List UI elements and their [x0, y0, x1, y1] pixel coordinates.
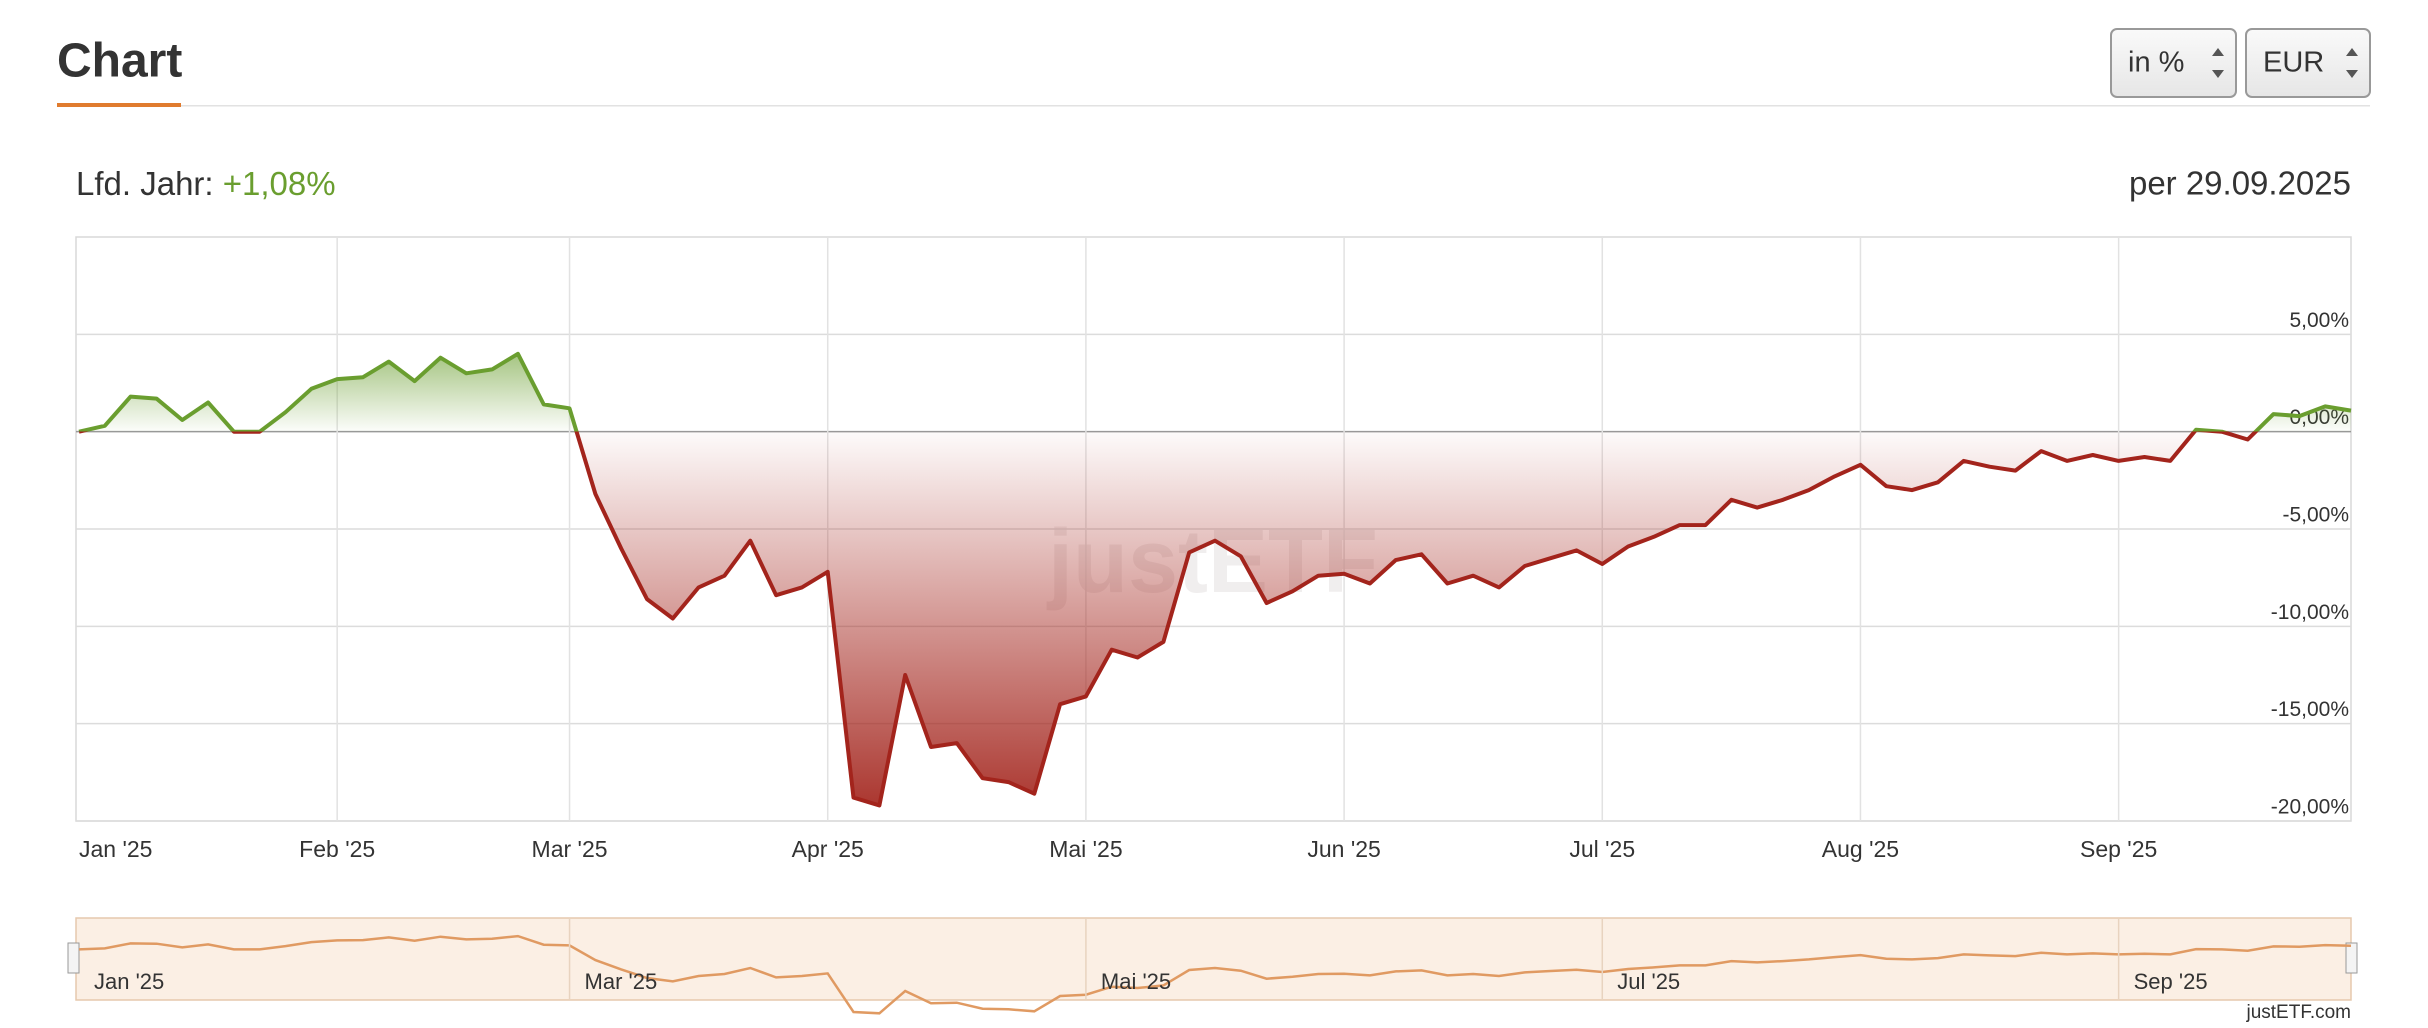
x-tick-label: Mar '25 [532, 836, 608, 862]
navigator-label: Mai '25 [1101, 969, 1171, 994]
x-tick-label: Feb '25 [299, 836, 375, 862]
navigator-handle[interactable] [67, 942, 80, 974]
select-value[interactable]: in % [2128, 47, 2184, 79]
area-positive [79, 353, 2351, 432]
x-tick-label: Jun '25 [1307, 836, 1380, 862]
ytd-label-text: Lfd. Jahr: [76, 165, 214, 202]
header-rule [181, 105, 2370, 107]
section-title: Chart [57, 35, 182, 88]
x-tick-label: Apr '25 [792, 836, 864, 862]
y-tick-label: -20,00% [2271, 796, 2349, 819]
y-tick-label: 5,00% [2289, 309, 2349, 332]
performance-line [78, 351, 2352, 808]
y-tick-label: -10,00% [2271, 601, 2349, 624]
navigator[interactable] [75, 917, 2352, 1001]
select-arrows [2212, 48, 2224, 78]
select-value[interactable]: EUR [2263, 47, 2324, 79]
ytd-label: Lfd. Jahr: +1,08% [76, 165, 336, 202]
y-tick-label: -5,00% [2282, 504, 2349, 527]
x-tick-label: Aug '25 [1822, 836, 1899, 862]
unit-select[interactable]: in % [2110, 28, 2237, 98]
title-underline [57, 103, 181, 107]
x-tick-label: Mai '25 [1049, 836, 1122, 862]
x-tick-label: Jan '25 [79, 836, 152, 862]
x-tick-label: Sep '25 [2080, 836, 2157, 862]
navigator-label: Sep '25 [2134, 969, 2208, 994]
select-arrows [2346, 48, 2358, 78]
navigator-label: Jul '25 [1617, 969, 1680, 994]
credit: justETF.com [2245, 1002, 2351, 1023]
select-box[interactable] [2110, 28, 2237, 98]
x-tick-label: Jul '25 [1569, 836, 1635, 862]
navigator-line [78, 934, 2352, 1015]
area-negative [79, 431, 2351, 806]
navigator-label: Jan '25 [94, 969, 164, 994]
ytd-value: +1,08% [223, 165, 336, 202]
currency-select[interactable]: EUR [2245, 28, 2371, 98]
navigator-label: Mar '25 [585, 969, 658, 994]
y-tick-label: -15,00% [2271, 698, 2349, 721]
select-box[interactable] [2245, 28, 2371, 98]
navigator-handle[interactable] [2345, 942, 2358, 974]
as-of-date: per 29.09.2025 [2129, 165, 2351, 202]
